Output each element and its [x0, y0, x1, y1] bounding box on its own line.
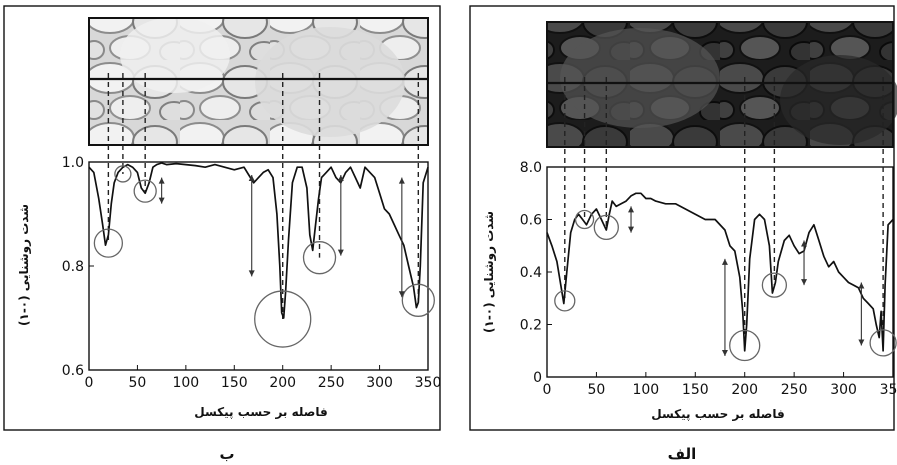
dip-circle-a	[869, 329, 897, 357]
dip-circle-a	[729, 329, 761, 362]
panel-label-b: ب	[219, 445, 234, 463]
x-tick-label-b: 350	[415, 375, 442, 391]
x-tick-label-a: 50	[588, 382, 606, 398]
x-tick-label-b: 150	[221, 375, 248, 391]
arrowhead-up-icon	[398, 177, 405, 184]
y-tick-label-b: 1.0	[62, 155, 84, 171]
x-tick-label-a: 0	[543, 382, 552, 398]
arrowhead-down-icon	[248, 270, 255, 277]
x-tick-label-b: 50	[129, 375, 147, 391]
x-tick-label-a: 200	[731, 382, 758, 398]
stone-photo-a	[546, 21, 897, 148]
arrowhead-up-icon	[248, 175, 255, 181]
arrowhead-down-icon	[628, 226, 635, 233]
y-tick-label-a: 0.6	[520, 213, 542, 229]
arrowhead-up-icon	[721, 258, 728, 265]
x-tick-label-b: 100	[172, 375, 199, 391]
y-tick-label-b: 0.8	[62, 259, 84, 275]
dip-circle-b	[401, 283, 435, 317]
x-tick-label-b: 200	[269, 375, 296, 391]
arrowhead-up-icon	[628, 206, 635, 213]
dip-circle-a	[574, 209, 595, 230]
x-tick-label-a: 100	[632, 382, 659, 398]
x-tick-label-b: 300	[366, 375, 393, 391]
stone-photo-b	[88, 17, 429, 146]
dip-circle-b	[254, 290, 312, 348]
arrowhead-down-icon	[721, 350, 728, 356]
x-axis-label-a: فاصله بر حسب پیکسل	[651, 407, 785, 421]
plot-area-b	[88, 161, 429, 371]
x-tick-label-b: 0	[85, 375, 94, 391]
x-tick-label-b: 250	[318, 375, 345, 391]
panel-label-a: الف	[668, 445, 697, 463]
arrowhead-down-icon	[398, 291, 405, 298]
x-tick-label-a: 250	[781, 382, 808, 398]
arrowhead-up-icon	[158, 177, 165, 184]
arrowhead-down-icon	[337, 249, 344, 256]
arrowhead-up-icon	[858, 282, 865, 289]
dip-circle-a	[761, 272, 788, 298]
dip-circle-b	[93, 228, 124, 258]
arrowhead-up-icon	[337, 175, 344, 181]
x-tick-label-a: 150	[682, 382, 709, 398]
dip-circle-b	[133, 179, 157, 203]
arrowhead-down-icon	[858, 339, 865, 346]
panel-a-frame	[469, 5, 895, 431]
panel-b-frame	[3, 5, 441, 431]
dip-circle-b	[114, 165, 132, 183]
dip-circle-a	[554, 290, 576, 312]
x-tick-label-a: 350	[880, 382, 897, 398]
arrowhead-up-icon	[801, 240, 808, 247]
intensity-line-a	[546, 192, 894, 352]
dip-circle-a	[593, 214, 619, 241]
y-tick-label-a: 0.4	[520, 265, 542, 281]
y-tick-label-a: 0	[533, 370, 542, 386]
dip-circle-b	[302, 241, 337, 275]
intensity-line-b	[88, 162, 429, 319]
y-tick-label-b: 0.6	[62, 363, 84, 379]
arrowhead-down-icon	[801, 279, 808, 286]
y-tick-label-a: 0.2	[520, 318, 542, 334]
x-axis-label-b: فاصله بر حسب پیکسل	[194, 405, 328, 419]
y-axis-label-a: شدت روشنایی (۰-۱)	[482, 211, 497, 333]
arrowhead-down-icon	[158, 197, 165, 204]
y-axis-label-b: شدت روشنایی (۰-۱)	[17, 204, 32, 326]
x-tick-label-a: 300	[830, 382, 857, 398]
plot-area-a	[546, 166, 894, 378]
y-tick-label-a: 8.0	[520, 160, 542, 176]
